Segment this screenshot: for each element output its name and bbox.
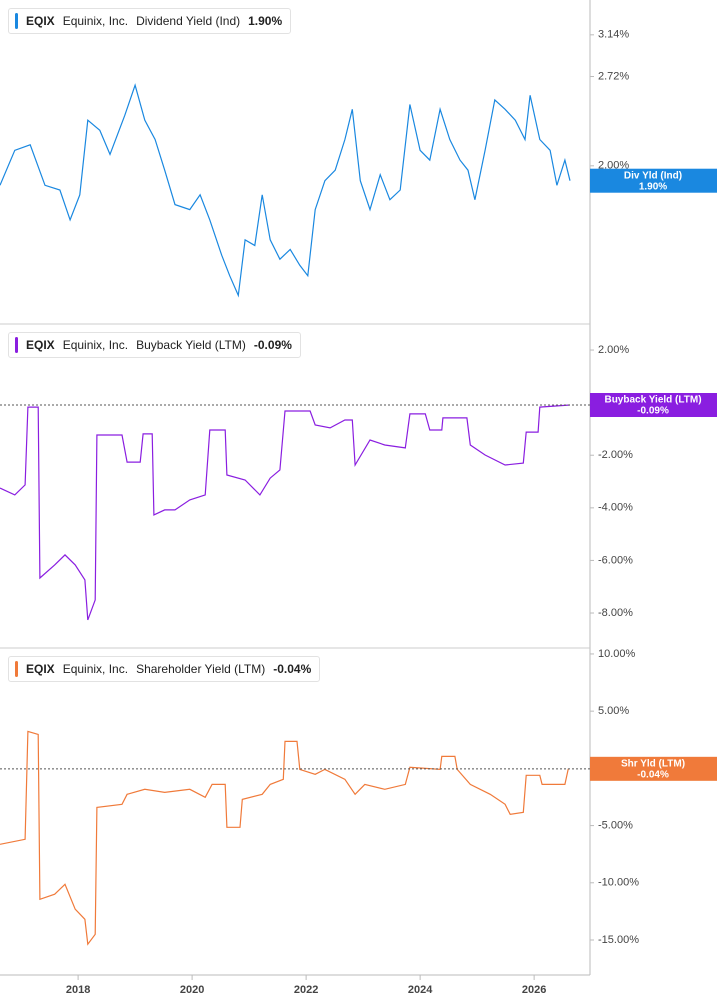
current-value: -0.09% [253, 338, 292, 352]
current-value: -0.04% [273, 662, 312, 676]
current-value: 1.90% [248, 14, 283, 28]
company: Equinix, Inc. [62, 14, 129, 28]
legend-header: EQIX Equinix, Inc. Buyback Yield (LTM) -0.0… [8, 332, 301, 358]
legend-swatch [15, 337, 18, 353]
y-tick-label: -2.00% [598, 449, 633, 461]
y-tick-label: -5.00% [598, 819, 633, 831]
badge-bg [590, 393, 717, 417]
y-tick-label: 10.00% [598, 648, 636, 660]
metric: Buyback Yield (LTM) [136, 338, 246, 352]
ticker: EQIX [26, 662, 55, 676]
legend-swatch [15, 661, 18, 677]
metric: Shareholder Yield (LTM) [136, 662, 266, 676]
badge-value: 1.90% [639, 181, 667, 192]
company: Equinix, Inc. [62, 338, 129, 352]
badge-name: Div Yld (Ind) [624, 170, 682, 181]
legend-header: EQIX Equinix, Inc. Dividend Yield (Ind) 1.9… [8, 8, 292, 34]
badge: Div Yld (Ind)1.90% [590, 168, 717, 193]
ticker: EQIX [26, 14, 55, 28]
y-tick-label: -8.00% [598, 607, 633, 619]
y-tick-label: 2.00% [598, 344, 629, 356]
y-tick-label: -4.00% [598, 502, 633, 514]
x-tick-label: 2026 [522, 984, 546, 996]
badge: Shr Yld (LTM)-0.04% [590, 756, 717, 781]
x-tick-label: 2022 [294, 984, 318, 996]
x-tick-label: 2020 [180, 984, 204, 996]
badge-value: -0.09% [637, 406, 669, 417]
y-tick-label: 3.14% [598, 29, 629, 41]
badge-name: Shr Yld (LTM) [621, 758, 685, 769]
badge-name: Buyback Yield (LTM) [604, 395, 701, 406]
company: Equinix, Inc. [62, 662, 129, 676]
legend-swatch [15, 13, 18, 29]
y-tick-label: 5.00% [598, 705, 629, 717]
line-series [0, 83, 571, 298]
x-tick-label: 2024 [408, 984, 433, 996]
badge-bg [590, 756, 717, 781]
line-series [0, 404, 571, 621]
badge: Buyback Yield (LTM)-0.09% [590, 393, 717, 417]
metric: Dividend Yield (Ind) [136, 14, 241, 28]
y-tick-label: -10.00% [598, 877, 639, 889]
badge-value: -0.04% [637, 769, 669, 780]
x-tick-label: 2018 [66, 984, 90, 996]
y-tick-label: -6.00% [598, 554, 633, 566]
y-tick-label: -15.00% [598, 934, 639, 946]
y-tick-label: 2.72% [598, 70, 629, 82]
badge-bg [590, 168, 717, 193]
line-series [0, 730, 569, 946]
legend-header: EQIX Equinix, Inc. Shareholder Yield (LTM)… [8, 656, 321, 682]
ticker: EQIX [26, 338, 55, 352]
